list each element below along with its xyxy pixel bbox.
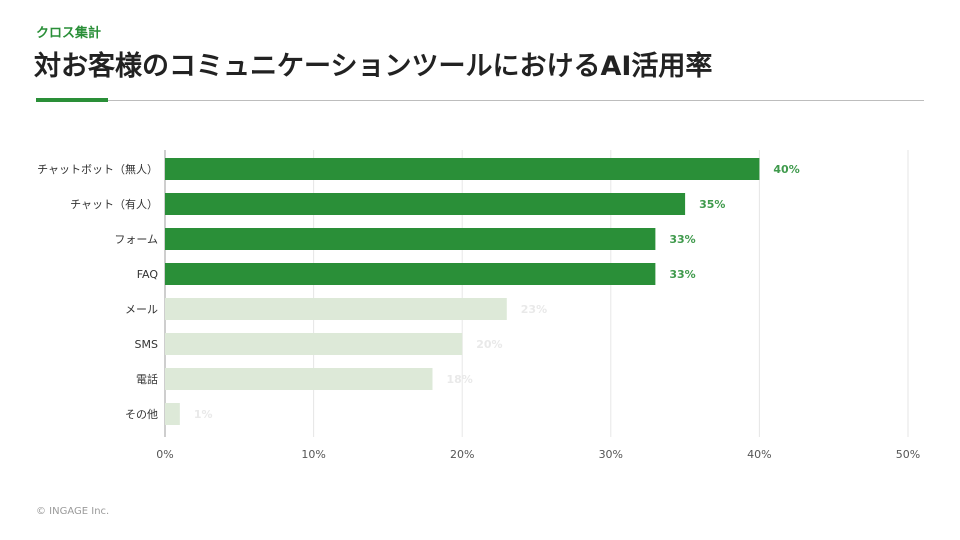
x-tick-label: 20% (450, 448, 474, 461)
category-label: メール (125, 303, 158, 316)
title-divider (36, 100, 924, 101)
bar (165, 403, 180, 425)
page-title: 対お客様のコミュニケーションツールにおけるAI活用率 (34, 51, 713, 82)
title-divider-accent (36, 98, 108, 102)
data-label: 33% (669, 268, 695, 281)
bar (165, 263, 656, 285)
category-label: SMS (135, 338, 158, 351)
data-label: 40% (773, 163, 799, 176)
data-label: 23% (521, 303, 547, 316)
copyright-text: © INGAGE Inc. (36, 506, 110, 517)
section-kicker: クロス集計 (36, 26, 102, 41)
bar (165, 333, 463, 355)
x-tick-label: 10% (301, 448, 325, 461)
category-label: その他 (125, 408, 158, 421)
bar (165, 193, 686, 215)
bar (165, 228, 656, 250)
bar (165, 298, 507, 320)
data-label: 35% (699, 198, 725, 211)
bar (165, 368, 433, 390)
data-label: 18% (446, 373, 472, 386)
x-tick-label: 50% (896, 448, 920, 461)
x-tick-label: 30% (599, 448, 623, 461)
data-label: 20% (476, 338, 502, 351)
data-label: 33% (669, 233, 695, 246)
x-tick-label: 0% (156, 448, 173, 461)
data-label: 1% (194, 408, 213, 421)
category-label: チャットボット（無人） (37, 162, 158, 176)
category-label: 電話 (136, 372, 158, 386)
bar (165, 158, 760, 180)
category-label: フォーム (114, 233, 158, 246)
x-tick-label: 40% (747, 448, 771, 461)
category-label: チャット（有人） (70, 197, 158, 211)
category-label: FAQ (137, 268, 159, 281)
